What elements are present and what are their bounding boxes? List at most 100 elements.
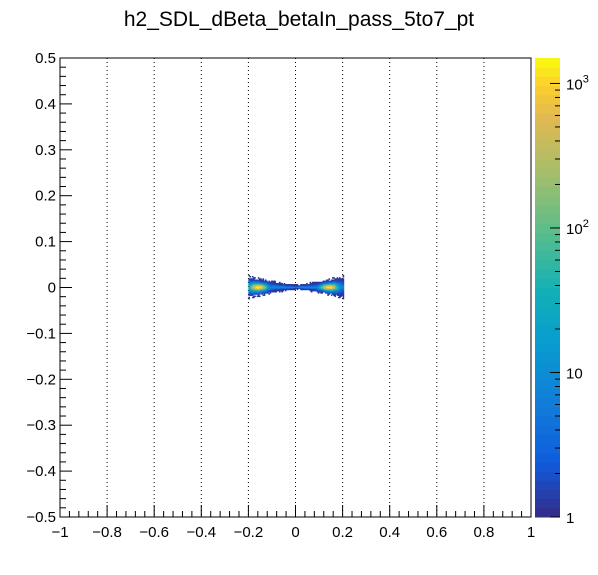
heatmap-cell — [250, 286, 253, 288]
heatmap-cell — [297, 285, 300, 287]
x-tick-label: −1 — [51, 524, 68, 541]
heatmap-cell — [266, 288, 268, 291]
heatmap-cell — [254, 289, 256, 292]
heatmap-cell — [287, 286, 289, 288]
heatmap-cell — [250, 293, 253, 295]
heatmap-cell — [336, 289, 339, 292]
heatmap-cell — [267, 281, 269, 284]
heatmap-cell — [293, 285, 295, 287]
heatmap-cell — [323, 286, 326, 288]
heatmap-cell — [269, 281, 272, 284]
heatmap-cell — [335, 281, 338, 284]
heatmap-cell — [341, 285, 343, 287]
heatmap-cell — [264, 284, 267, 286]
heatmap-cell — [333, 277, 335, 279]
colorbar-band — [535, 287, 560, 298]
heatmap-cell — [334, 295, 336, 298]
heatmap-cell — [329, 290, 332, 293]
heatmap-cell — [254, 290, 256, 293]
colorbar-band — [535, 397, 560, 408]
heatmap-cell — [276, 284, 279, 286]
heatmap-cell — [342, 295, 345, 298]
heatmap-cell — [329, 284, 332, 286]
heatmap-cell — [251, 288, 254, 291]
heatmap-cell — [253, 277, 255, 279]
heatmap-cell — [306, 282, 308, 285]
heatmap-cell — [309, 288, 312, 291]
heatmap-cell — [329, 288, 332, 291]
heatmap-cell — [336, 280, 339, 283]
heatmap-cell — [333, 281, 335, 284]
heatmap-cell — [274, 285, 276, 287]
heatmap-cell — [273, 288, 275, 291]
heatmap-cell — [313, 287, 315, 290]
heatmap-cell — [260, 290, 262, 293]
heatmap-cell — [249, 276, 252, 278]
heatmap-cell — [277, 284, 280, 286]
heatmap-cell — [330, 287, 333, 290]
heatmap-cell — [327, 279, 329, 282]
heatmap-cell — [337, 288, 340, 291]
heatmap-cell — [332, 287, 334, 290]
heatmap-cell — [299, 287, 301, 290]
heatmap-cell — [328, 286, 331, 288]
heatmap-cell — [303, 288, 306, 291]
y-tick-label: −0.2 — [26, 371, 56, 388]
heatmap-cell — [324, 282, 327, 285]
heatmap-cell — [315, 284, 318, 286]
heatmap-cell — [315, 285, 318, 287]
heatmap-cell — [300, 286, 302, 288]
heatmap-cell — [257, 282, 260, 285]
heatmap-cell — [337, 285, 340, 287]
heatmap-cell — [341, 287, 343, 290]
heatmap-cell — [336, 294, 339, 296]
heatmap-cell — [258, 287, 261, 290]
heatmap-cell — [332, 285, 334, 287]
heatmap-cell — [282, 289, 285, 292]
heatmap-cell — [253, 287, 255, 290]
heatmap-cell — [323, 280, 326, 283]
heatmap-cell — [311, 289, 314, 292]
heatmap-cell — [249, 282, 252, 285]
heatmap-cell — [337, 280, 340, 283]
heatmap-cell — [267, 285, 269, 287]
heatmap-cell — [334, 284, 336, 286]
heatmap-cell — [327, 281, 329, 284]
heatmap-cell — [248, 293, 250, 295]
heatmap-cell — [262, 287, 265, 290]
heatmap-cell — [316, 282, 319, 285]
heatmap-cell — [279, 289, 281, 292]
heatmap-cell — [332, 286, 334, 288]
heatmap-cell — [302, 286, 305, 288]
heatmap-cell — [315, 288, 318, 291]
heatmap-cell — [258, 286, 261, 288]
heatmap-cell — [321, 286, 323, 288]
heatmap-cell — [286, 285, 288, 287]
heatmap-cell — [336, 277, 339, 279]
colorbar-band — [535, 351, 560, 362]
heatmap-cell — [269, 292, 272, 294]
heatmap-cell — [319, 282, 321, 285]
heatmap-cell — [269, 289, 272, 292]
heatmap-cell — [290, 284, 293, 286]
heatmap-cell — [286, 287, 288, 290]
heatmap-cell — [328, 282, 331, 285]
heatmap-cell — [248, 281, 250, 284]
colorbar-band — [535, 278, 560, 288]
heatmap-cell — [326, 290, 328, 293]
heatmap-cell — [260, 285, 262, 287]
colorbar-band — [535, 471, 560, 481]
heatmap-cell — [302, 285, 305, 287]
heatmap-cell — [288, 286, 291, 288]
heatmap-cell — [326, 284, 328, 286]
x-tick-label: −0.4 — [186, 524, 216, 541]
heatmap-cell — [341, 281, 343, 284]
heatmap-cell — [342, 281, 345, 284]
heatmap-cell — [341, 282, 343, 285]
heatmap-cell — [332, 277, 334, 279]
heatmap-cell — [271, 280, 274, 283]
heatmap-cell — [268, 280, 270, 283]
x-tick-label: 1 — [527, 524, 535, 541]
heatmap-cell — [327, 282, 329, 285]
heatmap-cell — [273, 284, 275, 286]
